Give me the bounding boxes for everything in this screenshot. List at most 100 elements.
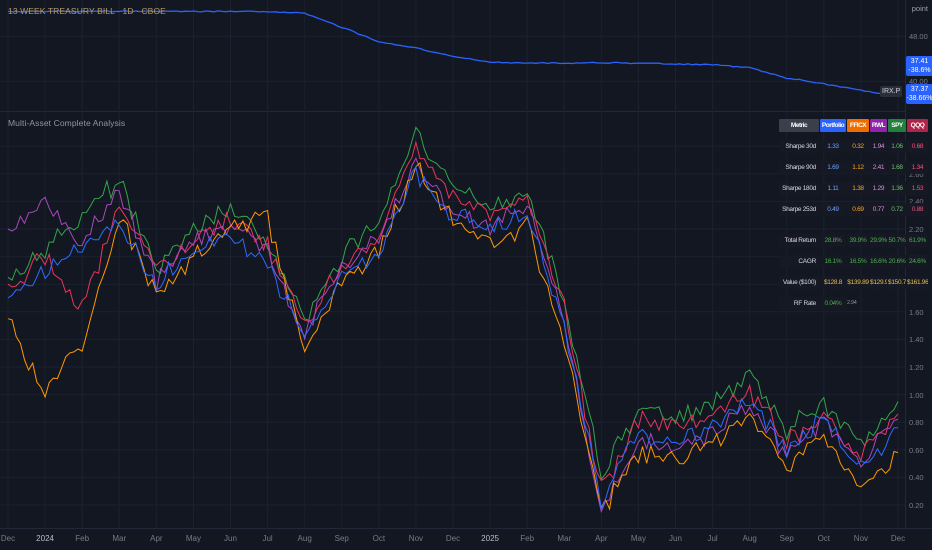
time-label: Apr bbox=[150, 534, 163, 543]
time-label: Nov bbox=[408, 534, 424, 543]
metric-value: 28.8% bbox=[820, 234, 846, 247]
time-label: Sep bbox=[779, 534, 794, 543]
column-header-rwl: RWL bbox=[870, 119, 887, 132]
price-label: 48.00 bbox=[909, 32, 928, 42]
treasury-bill-pane[interactable]: 13 WEEK TREASURY BILL · 1D · CBOE bbox=[0, 0, 905, 112]
time-label: May bbox=[630, 534, 646, 543]
price-label: 1.40 bbox=[909, 335, 924, 345]
price-label: 1.20 bbox=[909, 363, 924, 372]
metric-label: Sharpe 180d bbox=[779, 182, 819, 195]
metric-value: 0.49 bbox=[820, 203, 846, 216]
table-row: Value ($100) $128.8 $139.89 $129.9 $150.7 $16… bbox=[779, 276, 928, 289]
table-row: Sharpe 90d 1.69 1.12 2.41 1.68 1.34 bbox=[779, 161, 928, 174]
metric-value: 1.12 bbox=[847, 161, 869, 174]
metric-value: 0.77 bbox=[870, 203, 887, 216]
metric-label: Value ($100) bbox=[779, 276, 819, 289]
column-header-fficx: FFICX bbox=[847, 119, 869, 132]
column-header-metric: Metric bbox=[779, 119, 819, 132]
price-label: 0.80 bbox=[909, 418, 924, 428]
metric-value: 0.88 bbox=[907, 203, 928, 216]
metric-value: 1.68 bbox=[888, 161, 906, 174]
price-badge-value: 37.41 bbox=[910, 58, 929, 65]
last-badge-value: 37.37 bbox=[910, 86, 929, 93]
metric-value: 0.04% bbox=[820, 297, 846, 310]
time-label: May bbox=[185, 534, 201, 543]
metric-value: $139.89 bbox=[847, 276, 869, 289]
last-badge-change: -38.66% bbox=[906, 95, 932, 102]
metric-value: 16.6% bbox=[870, 255, 887, 268]
column-header-spy: SPY bbox=[888, 119, 906, 132]
time-label: Jul bbox=[262, 534, 273, 543]
metric-label: CAGR bbox=[779, 255, 819, 268]
time-label: Apr bbox=[595, 534, 608, 543]
time-label: Oct bbox=[817, 534, 831, 543]
metric-label: Total Return bbox=[779, 234, 819, 247]
metric-value: 50.7% bbox=[888, 234, 906, 247]
metric-value: 0.68 bbox=[907, 140, 928, 153]
metric-value: $150.7 bbox=[888, 276, 906, 289]
metric-value: 1.33 bbox=[820, 140, 846, 153]
metric-value: 24.6% bbox=[907, 255, 928, 268]
metric-value: 1.94 bbox=[870, 140, 887, 153]
time-label: Feb bbox=[520, 534, 535, 543]
metric-value: 16.1% bbox=[820, 255, 846, 268]
time-label: Feb bbox=[75, 534, 90, 543]
time-label: 2025 bbox=[481, 534, 499, 543]
metric-value: 1.29 bbox=[870, 182, 887, 195]
treasury-pane-legend[interactable]: 13 WEEK TREASURY BILL · 1D · CBOE bbox=[8, 6, 166, 16]
table-gap bbox=[779, 224, 928, 234]
metric-value: 39.9% bbox=[847, 234, 869, 247]
time-label: Jul bbox=[707, 534, 718, 543]
table-row: Total Return 28.8% 39.9% 29.9% 50.7% 61.9% bbox=[779, 234, 928, 247]
table-row: Sharpe 253d 0.49 0.69 0.77 0.72 0.88 bbox=[779, 203, 928, 216]
price-label: 2.60 bbox=[909, 169, 924, 179]
metric-label: Sharpe 30d bbox=[779, 140, 819, 153]
metric-label: Sharpe 253d bbox=[779, 203, 819, 216]
price-label: 40.00 bbox=[909, 77, 928, 87]
metric-value: 61.9% bbox=[907, 234, 928, 247]
treasury-chart-canvas[interactable] bbox=[0, 0, 905, 112]
time-label: Oct bbox=[372, 534, 386, 543]
metric-value: 1.53 bbox=[907, 182, 928, 195]
metric-value: 1.38 bbox=[847, 182, 869, 195]
time-label: Dec bbox=[0, 534, 16, 543]
metric-value: 1.06 bbox=[888, 140, 906, 153]
time-label: Nov bbox=[853, 534, 869, 543]
metric-value: 29.9% bbox=[870, 234, 887, 247]
metric-label: Sharpe 90d bbox=[779, 161, 819, 174]
metric-value: 1.69 bbox=[820, 161, 846, 174]
metric-value: 0.69 bbox=[847, 203, 869, 216]
metric-value: 0.72 bbox=[888, 203, 906, 216]
metric-value: 20.6% bbox=[888, 255, 906, 268]
time-label: Jun bbox=[224, 534, 237, 543]
price-label: 0.20 bbox=[909, 501, 924, 510]
price-line-badge: 37.41 -38.6% bbox=[906, 56, 932, 76]
metrics-table: Metric Portfolio FFICX RWL SPY QQQ Sharpe 30d 1… bbox=[779, 119, 928, 318]
last-value-badge: 37.37 -38.66% bbox=[906, 84, 932, 104]
metric-value: $128.8 bbox=[820, 276, 846, 289]
time-label: Dec bbox=[890, 534, 906, 543]
metric-value: 16.5% bbox=[847, 255, 869, 268]
metric-value: 2.41 bbox=[870, 161, 887, 174]
time-label: Mar bbox=[112, 534, 127, 543]
metric-value: 0.32 bbox=[847, 140, 869, 153]
time-label: Jun bbox=[669, 534, 682, 543]
metric-value bbox=[907, 297, 928, 310]
time-label: Sep bbox=[334, 534, 349, 543]
symbol-price-chip: IRX.P bbox=[880, 86, 903, 97]
time-scale[interactable]: Dec 2024 Feb Mar Apr May Jun Jul Aug Sep Oct Nov Dec… bbox=[0, 528, 932, 550]
metric-label: RF Rate bbox=[779, 297, 819, 310]
time-label: Dec bbox=[445, 534, 461, 543]
multi-asset-chart-canvas[interactable] bbox=[0, 112, 905, 528]
metric-value: 2.94 bbox=[847, 300, 857, 306]
multi-asset-pane[interactable]: Multi-Asset Complete Analysis bbox=[0, 112, 905, 528]
table-row: RF Rate 0.04% 2.94 bbox=[779, 297, 928, 310]
metric-value: 1.36 bbox=[888, 182, 906, 195]
price-label: 0.40 bbox=[909, 473, 924, 483]
metric-value bbox=[888, 297, 906, 310]
table-header-row: Metric Portfolio FFICX RWL SPY QQQ bbox=[779, 119, 928, 132]
column-header-qqq: QQQ bbox=[907, 119, 928, 132]
main-pane-legend[interactable]: Multi-Asset Complete Analysis bbox=[8, 118, 126, 128]
price-label: 0.60 bbox=[909, 445, 924, 455]
time-label: Aug bbox=[297, 534, 312, 543]
